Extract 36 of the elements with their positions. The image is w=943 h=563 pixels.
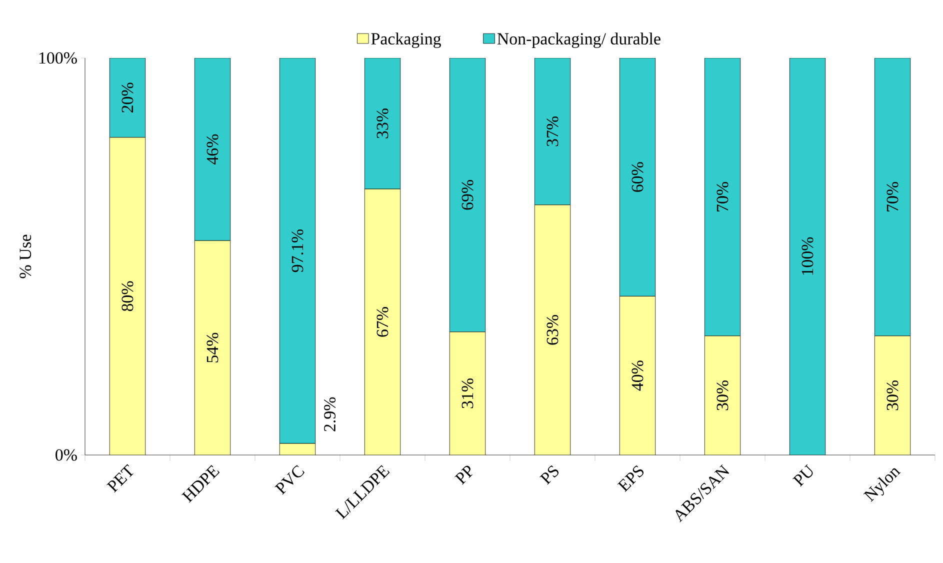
data-label: 100% (802, 237, 814, 275)
data-label: 60% (632, 162, 644, 192)
data-label: 46% (206, 134, 218, 164)
legend-label: Packaging (371, 32, 441, 48)
bar (874, 336, 911, 455)
data-label: 37% (546, 116, 558, 146)
data-label: 54% (206, 332, 218, 362)
data-label: 70% (716, 182, 728, 212)
data-label: 31% (462, 378, 474, 408)
data-label: 67% (376, 307, 388, 337)
data-label: 69% (462, 180, 474, 210)
bar (534, 204, 570, 455)
data-label: 80% (122, 281, 134, 312)
bar (110, 137, 146, 455)
data-label: 97.1% (292, 229, 304, 272)
data-label: 40% (632, 360, 644, 391)
y-axis-title: % Use (20, 234, 32, 278)
data-label: 30% (716, 380, 728, 410)
x-tick-label: EPS (617, 465, 644, 492)
bar (620, 296, 656, 455)
x-tick-label: PU (792, 464, 813, 487)
data-label: 30% (886, 380, 898, 410)
data-label: 20% (122, 82, 134, 112)
bar (704, 336, 740, 455)
y-tick-label: 0% (56, 449, 77, 461)
legend-label: Non-packaging/ durable (497, 32, 660, 48)
bar (194, 240, 230, 455)
data-label: 70% (886, 182, 898, 212)
bar (450, 332, 486, 455)
x-tick-label: PS (540, 465, 558, 485)
data-label: 2.9% (324, 397, 336, 432)
data-label: 33% (376, 108, 388, 138)
bar (364, 189, 400, 455)
data-label: 63% (546, 314, 558, 345)
x-tick-label: PP (454, 466, 472, 485)
x-tick-label: PET (106, 464, 134, 493)
